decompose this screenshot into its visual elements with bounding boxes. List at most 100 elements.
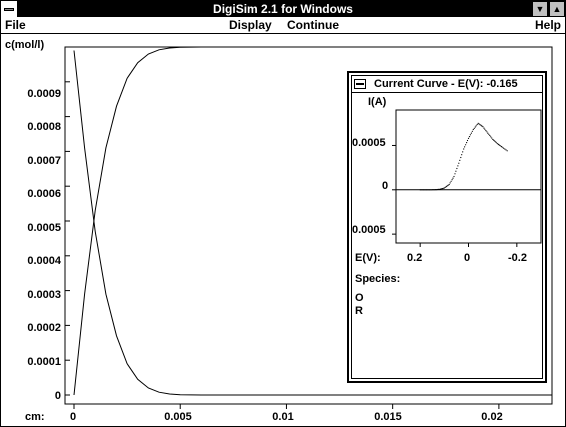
minimize-button[interactable]: ▼ bbox=[532, 1, 548, 17]
system-menu-button[interactable] bbox=[1, 1, 18, 17]
inset-data-point bbox=[460, 156, 462, 159]
inset-data-point bbox=[437, 188, 439, 191]
inset-data-point bbox=[444, 186, 446, 188]
inset-data-point bbox=[490, 136, 492, 138]
y-tick-label: 0.0008 bbox=[27, 121, 61, 133]
species-r: R bbox=[355, 305, 363, 317]
inset-x-axis-label: E(V): bbox=[355, 252, 381, 264]
y-tick-label: 0.0006 bbox=[27, 188, 61, 200]
inset-data-point bbox=[482, 126, 484, 128]
inset-data-point bbox=[450, 180, 452, 182]
inset-data-point bbox=[459, 159, 461, 161]
inset-data-point bbox=[452, 177, 454, 179]
inset-plot-svg bbox=[392, 109, 542, 247]
current-curve-frame: Current Curve - E(V): -0.165 I(A) 0.0005… bbox=[351, 75, 543, 379]
inset-data-point bbox=[478, 123, 480, 125]
y-tick-label: 0.0001 bbox=[27, 356, 61, 368]
menu-continue[interactable]: Continue bbox=[287, 17, 339, 33]
inset-y-axis-label: I(A) bbox=[368, 96, 387, 108]
inset-y-tick-label: 0.0005 bbox=[352, 224, 386, 236]
inset-data-point bbox=[435, 189, 437, 191]
inset-data-point bbox=[443, 187, 445, 189]
inset-data-point bbox=[427, 189, 429, 191]
menu-display[interactable]: Display bbox=[229, 17, 272, 33]
menu-help-label: Help bbox=[534, 18, 561, 32]
inset-system-menu-button[interactable] bbox=[354, 79, 366, 89]
inset-data-point bbox=[468, 136, 471, 138]
y-tick-label: 0.0003 bbox=[27, 289, 61, 301]
x-tick-label: 0.015 bbox=[374, 411, 402, 423]
inset-data-point bbox=[465, 144, 467, 146]
inset-data-point bbox=[469, 134, 471, 136]
species-label: Species: bbox=[355, 273, 401, 285]
inset-data-point bbox=[448, 183, 450, 186]
inset-data-point bbox=[432, 189, 434, 191]
menu-file-label: File bbox=[5, 18, 26, 32]
inset-data-point bbox=[429, 189, 431, 191]
inset-data-point bbox=[431, 189, 433, 191]
inset-data-point bbox=[433, 189, 435, 191]
inset-plot-frame bbox=[395, 109, 542, 244]
title-bar[interactable]: DigiSim 2.1 for Windows ▼ ▲ bbox=[1, 1, 565, 17]
inset-x-tick-label: 0.2 bbox=[407, 252, 423, 264]
inset-data-point bbox=[505, 149, 507, 151]
inset-data-point bbox=[421, 189, 423, 191]
menu-help[interactable]: Help bbox=[535, 17, 561, 33]
inset-data-point bbox=[422, 189, 424, 191]
inset-data-point bbox=[498, 144, 500, 146]
inset-data-point bbox=[485, 130, 487, 132]
y-tick-label: 0.0009 bbox=[27, 88, 61, 100]
inset-data-point bbox=[438, 188, 441, 190]
system-menu-icon bbox=[4, 8, 14, 11]
inset-data-point bbox=[463, 148, 465, 150]
inset-data-point bbox=[487, 132, 489, 134]
inset-data-point bbox=[434, 189, 436, 191]
inset-data-point bbox=[425, 189, 427, 191]
inset-data-point bbox=[488, 133, 490, 135]
maximize-button[interactable]: ▲ bbox=[549, 1, 565, 17]
inset-data-point bbox=[497, 143, 500, 145]
inset-data-point bbox=[496, 143, 499, 145]
inset-data-point bbox=[484, 128, 486, 130]
x-ticks bbox=[73, 404, 500, 409]
inset-data-point bbox=[500, 145, 502, 148]
inset-data-point bbox=[466, 139, 469, 142]
inset-data-point bbox=[446, 185, 448, 187]
inset-data-point bbox=[489, 134, 491, 137]
inset-data-point bbox=[423, 189, 425, 191]
inset-data-point bbox=[486, 131, 488, 133]
series-o-line bbox=[73, 50, 552, 396]
y-tick-label: 0.0004 bbox=[27, 255, 61, 267]
inset-data-point bbox=[447, 184, 449, 186]
x-tick-label: 0.02 bbox=[481, 411, 503, 423]
inset-data-point bbox=[480, 124, 482, 126]
current-curve-titlebar[interactable]: Current Curve - E(V): -0.165 bbox=[352, 76, 542, 93]
menu-file[interactable]: File bbox=[5, 17, 26, 33]
inset-data-point bbox=[502, 147, 505, 149]
inset-data-point bbox=[420, 189, 422, 191]
inset-data-point bbox=[428, 189, 430, 191]
y-tick-label: 0 bbox=[54, 390, 61, 402]
inset-x-tick-label: -0.2 bbox=[508, 252, 527, 264]
inset-data-point bbox=[454, 173, 456, 175]
y-ticks bbox=[65, 81, 70, 396]
x-tick-label: 0 bbox=[69, 411, 77, 423]
inset-data-point bbox=[455, 170, 457, 172]
window-title: DigiSim 2.1 for Windows bbox=[213, 2, 353, 16]
inset-data-point bbox=[495, 141, 497, 143]
y-tick-label: 0.0005 bbox=[27, 222, 61, 234]
menu-bar: File Display Continue Help bbox=[1, 17, 565, 34]
inset-data-point bbox=[494, 140, 496, 142]
y-tick-label: 0.0002 bbox=[27, 322, 61, 334]
menu-continue-label: Continue bbox=[287, 18, 339, 32]
inset-data-point bbox=[439, 188, 442, 190]
menu-display-label: Display bbox=[229, 18, 272, 32]
current-curve-window[interactable]: Current Curve - E(V): -0.165 I(A) 0.0005… bbox=[347, 71, 547, 383]
inset-data-point bbox=[504, 148, 506, 150]
y-tick-label: 0.0007 bbox=[27, 155, 61, 167]
inset-x-tick-label: 0 bbox=[464, 252, 471, 264]
inset-data-point bbox=[462, 151, 464, 153]
inset-data-point bbox=[453, 175, 455, 178]
inset-data-point bbox=[451, 179, 453, 181]
